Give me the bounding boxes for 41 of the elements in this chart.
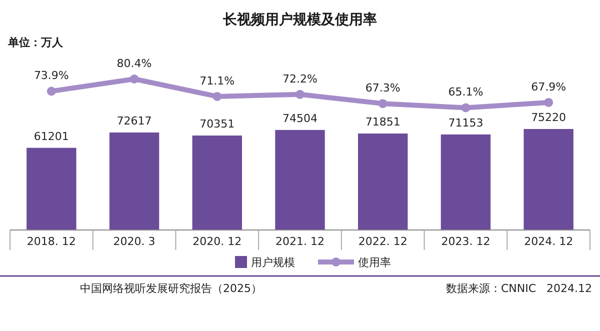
- data-label: 71851: [365, 116, 400, 129]
- x-tick-label: 2020. 12: [192, 235, 242, 248]
- x-tick-label: 2018. 12: [26, 235, 76, 248]
- bar: [275, 130, 325, 230]
- x-tick-label: 2023. 12: [441, 235, 490, 248]
- data-label: 75220: [531, 111, 566, 124]
- x-tick-label: 2022. 12: [358, 235, 408, 248]
- source-note: 数据来源：CNNIC 2024.12: [446, 282, 592, 295]
- point: [461, 103, 470, 112]
- bar: [26, 148, 76, 230]
- point: [378, 99, 388, 108]
- data-label: 74504: [282, 112, 318, 125]
- x-tick-label: 2024. 12: [524, 235, 574, 248]
- data-label: 67.3%: [365, 82, 400, 95]
- data-label: 80.4%: [116, 57, 152, 70]
- data-label: 65.1%: [448, 86, 484, 99]
- data-label: 71.1%: [200, 74, 235, 88]
- bar: [109, 132, 160, 230]
- point: [130, 74, 139, 84]
- data-label: 61201: [34, 130, 69, 143]
- point: [296, 90, 304, 99]
- bar: [524, 129, 574, 230]
- data-label: 72617: [116, 114, 152, 128]
- point: [46, 86, 56, 96]
- legend-label: 用户规模: [251, 256, 295, 269]
- data-label: 70351: [200, 118, 235, 131]
- point: [212, 92, 222, 101]
- bar: [440, 134, 491, 230]
- data-label: 72.2%: [282, 72, 318, 86]
- data-label: 67.9%: [531, 80, 566, 94]
- x-tick-label: 2021. 12: [276, 235, 324, 248]
- legend-label: 使用率: [358, 256, 391, 269]
- data-label: 71153: [448, 116, 484, 130]
- bar: [358, 134, 408, 230]
- point: [544, 98, 554, 107]
- x-tick-label: 2020. 3: [113, 235, 156, 248]
- data-label: 73.9%: [34, 69, 69, 82]
- text: 中国网络视听发展研究报告（2025）: [80, 282, 262, 295]
- bar: [192, 136, 242, 230]
- chart-title: 长视频用户规模及使用率: [222, 11, 377, 28]
- text: 单位：万人: [7, 36, 64, 49]
